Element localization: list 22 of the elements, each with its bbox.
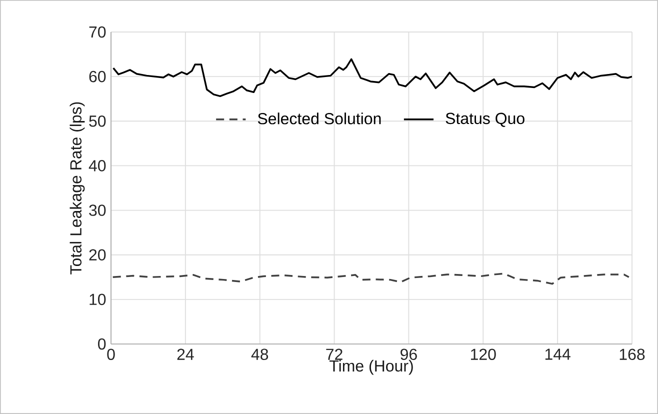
legend-label: Selected Solution xyxy=(258,112,381,124)
y-tick-label: 20 xyxy=(89,249,106,261)
x-axis-title: Time (Hour) xyxy=(329,360,413,375)
y-axis-title: Total Leakage Rate (lps) xyxy=(70,102,85,274)
line-series xyxy=(112,272,630,285)
x-tick-label: 96 xyxy=(400,348,417,360)
y-tick-label: 50 xyxy=(89,115,106,127)
y-tick-label: 40 xyxy=(88,160,106,172)
x-tick-label: 144 xyxy=(545,348,570,360)
legend-label: Status Quo xyxy=(446,112,524,127)
x-tick-label: 0 xyxy=(107,348,115,360)
x-tick-label: 72 xyxy=(326,348,342,360)
line-series xyxy=(112,58,632,98)
x-tick-label: 48 xyxy=(251,348,268,360)
x-tick-label: 168 xyxy=(620,348,645,360)
y-tick-label: 0 xyxy=(98,338,106,350)
x-tick-label: 120 xyxy=(471,348,496,360)
x-tick-label: 24 xyxy=(177,348,194,360)
y-tick-label: 30 xyxy=(89,204,106,216)
y-tick-label: 60 xyxy=(89,70,106,82)
y-tick-label: 70 xyxy=(89,26,106,38)
y-tick-label: 10 xyxy=(90,294,106,306)
